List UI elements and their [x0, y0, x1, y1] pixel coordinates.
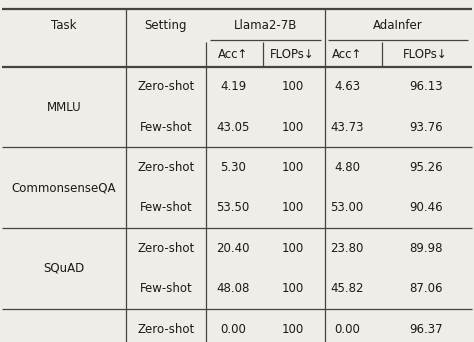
- Text: 4.63: 4.63: [334, 80, 360, 93]
- Text: 95.26: 95.26: [409, 161, 442, 174]
- Text: 96.37: 96.37: [409, 323, 442, 336]
- Text: Zero-shot: Zero-shot: [137, 80, 194, 93]
- Text: FLOPs↓: FLOPs↓: [270, 48, 315, 61]
- Text: Acc↑: Acc↑: [218, 48, 248, 61]
- Text: 23.80: 23.80: [330, 242, 364, 255]
- Text: Llama2-7B: Llama2-7B: [234, 19, 297, 32]
- Text: Zero-shot: Zero-shot: [137, 323, 194, 336]
- Text: 48.08: 48.08: [217, 282, 250, 295]
- Text: 100: 100: [282, 161, 303, 174]
- Text: 43.05: 43.05: [217, 121, 250, 134]
- Text: Acc↑: Acc↑: [332, 48, 362, 61]
- Text: FLOPs↓: FLOPs↓: [403, 48, 448, 61]
- Text: MMLU: MMLU: [46, 101, 82, 114]
- Text: 53.50: 53.50: [217, 201, 250, 214]
- Text: CommonsenseQA: CommonsenseQA: [12, 181, 116, 194]
- Text: 43.73: 43.73: [330, 121, 364, 134]
- Text: 0.00: 0.00: [334, 323, 360, 336]
- Text: 53.00: 53.00: [330, 201, 364, 214]
- Text: 4.80: 4.80: [334, 161, 360, 174]
- Text: 93.76: 93.76: [409, 121, 442, 134]
- Text: Zero-shot: Zero-shot: [137, 242, 194, 255]
- Text: 45.82: 45.82: [330, 282, 364, 295]
- Text: Zero-shot: Zero-shot: [137, 161, 194, 174]
- Text: Few-shot: Few-shot: [139, 201, 192, 214]
- Text: 100: 100: [282, 242, 303, 255]
- Text: AdaInfer: AdaInfer: [374, 19, 423, 32]
- Text: 0.00: 0.00: [220, 323, 246, 336]
- Text: 100: 100: [282, 80, 303, 93]
- Text: 100: 100: [282, 282, 303, 295]
- Text: 96.13: 96.13: [409, 80, 442, 93]
- Text: Few-shot: Few-shot: [139, 121, 192, 134]
- Text: 100: 100: [282, 121, 303, 134]
- Text: SQuAD: SQuAD: [43, 262, 85, 275]
- Text: 5.30: 5.30: [220, 161, 246, 174]
- Text: Few-shot: Few-shot: [139, 282, 192, 295]
- Text: 89.98: 89.98: [409, 242, 442, 255]
- Text: Task: Task: [51, 19, 77, 32]
- Text: 100: 100: [282, 201, 303, 214]
- Text: 87.06: 87.06: [409, 282, 442, 295]
- Text: 90.46: 90.46: [409, 201, 442, 214]
- Text: 20.40: 20.40: [217, 242, 250, 255]
- Text: 4.19: 4.19: [220, 80, 246, 93]
- Text: Setting: Setting: [145, 19, 187, 32]
- Text: 100: 100: [282, 323, 303, 336]
